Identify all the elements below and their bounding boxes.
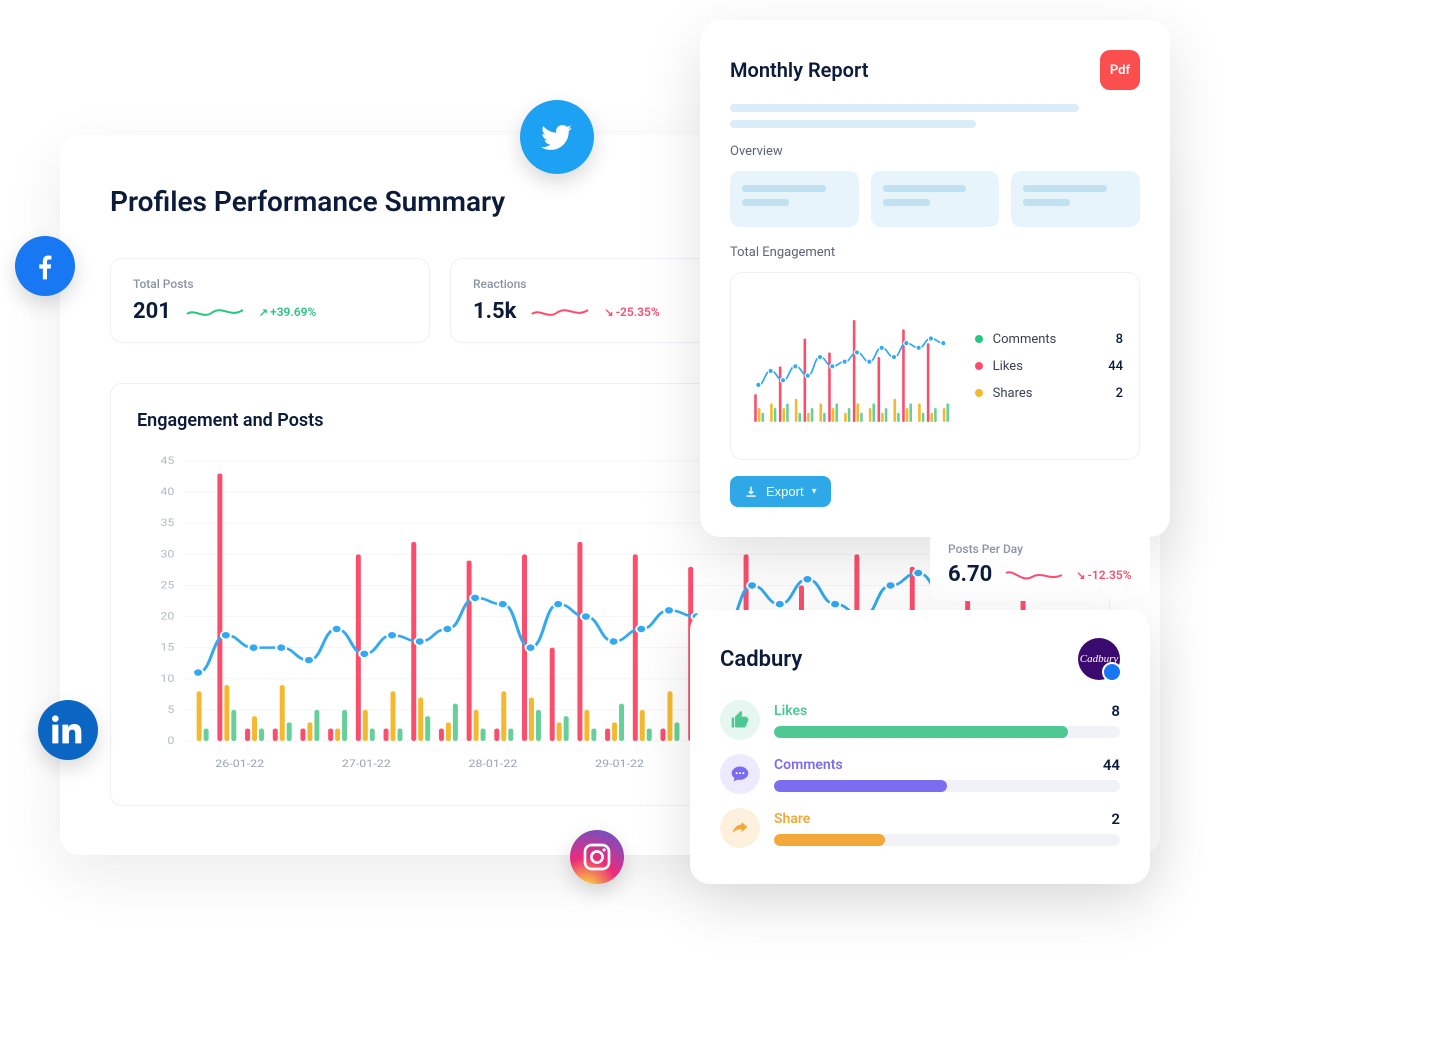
te-legend-label: Comments [993,332,1057,347]
metric-bar [774,834,1120,846]
export-label: Export [766,484,804,499]
metric-label: Share [774,811,810,827]
skeleton-line [730,120,976,128]
overview-cards [730,171,1140,227]
svg-text:35: 35 [160,517,174,529]
facebook-icon [15,236,75,296]
instagram-icon [570,830,624,884]
legend-dot [975,362,983,370]
report-title: Monthly Report [730,58,1100,82]
ppd-delta: -12.35% [1076,568,1131,582]
metric-row: Likes 8 [720,700,1120,740]
total-engagement-panel: Comments 8 Likes 44 Shares 2 [730,272,1140,460]
svg-text:20: 20 [160,611,174,623]
svg-text:0: 0 [167,735,174,747]
total-engagement-legend: Comments 8 Likes 44 Shares 2 [975,326,1123,407]
stat-card: Total Posts 201 +39.69% [110,258,430,343]
twitter-icon [520,100,594,174]
svg-text:45: 45 [160,455,174,467]
cadbury-card: Cadbury Cadbury Likes 8 Comments 44 [690,610,1150,884]
cadbury-avatar: Cadbury [1078,638,1120,680]
te-legend-label: Likes [993,359,1023,374]
comments-icon [720,754,760,794]
posts-per-day-card: Posts Per Day 6.70 -12.35% [930,528,1150,601]
svg-text:5: 5 [167,704,174,716]
stat-delta: +39.69% [259,305,317,319]
likes-icon [720,700,760,740]
overview-card [730,171,859,227]
svg-text:15: 15 [160,642,174,654]
stat-label: Total Posts [133,277,407,291]
svg-text:40: 40 [160,486,174,498]
metric-value: 2 [1111,810,1120,828]
te-legend-row: Shares 2 [975,380,1123,407]
metric-row: Share 2 [720,808,1120,848]
legend-dot [975,335,983,343]
ppd-label: Posts Per Day [948,542,1132,556]
te-legend-value: 2 [1116,386,1123,401]
cadbury-title: Cadbury [720,647,1078,672]
svg-text:28-01-22: 28-01-22 [468,758,517,770]
overview-label: Overview [730,144,1140,159]
metric-label: Likes [774,703,807,719]
stat-sparkline [185,302,245,322]
metric-label: Comments [774,757,843,773]
linkedin-icon [38,700,98,760]
te-legend-value: 44 [1108,359,1123,374]
te-legend-row: Likes 44 [975,353,1123,380]
chevron-down-icon: ▾ [812,486,817,497]
svg-text:30: 30 [160,548,174,560]
pdf-icon[interactable]: Pdf [1100,50,1140,90]
export-button[interactable]: Export ▾ [730,476,831,507]
legend-dot [975,389,983,397]
total-engagement-label: Total Engagement [730,245,1140,260]
te-legend-row: Comments 8 [975,326,1123,353]
share-icon [720,808,760,848]
total-engagement-chart [747,289,955,439]
download-icon [744,485,758,499]
metric-value: 44 [1103,756,1120,774]
svg-text:29-01-22: 29-01-22 [595,758,644,770]
svg-text:26-01-22: 26-01-22 [215,758,264,770]
monthly-report-card: Monthly Report Pdf Overview Total Engage… [700,20,1170,537]
stat-value: 201 [133,299,171,324]
ppd-sparkline [1004,565,1064,585]
stat-delta: -25.35% [604,305,659,319]
metric-bar [774,726,1120,738]
svg-text:27-01-22: 27-01-22 [342,758,391,770]
svg-text:10: 10 [160,673,174,685]
metric-row: Comments 44 [720,754,1120,794]
overview-card [871,171,1000,227]
metric-value: 8 [1111,702,1120,720]
metric-bar [774,780,1120,792]
stat-sparkline [530,302,590,322]
te-legend-value: 8 [1116,332,1123,347]
te-legend-label: Shares [993,386,1033,401]
ppd-value: 6.70 [948,562,992,587]
skeleton-line [730,104,1079,112]
svg-text:25: 25 [160,580,174,592]
overview-card [1011,171,1140,227]
stat-value: 1.5k [473,299,516,324]
